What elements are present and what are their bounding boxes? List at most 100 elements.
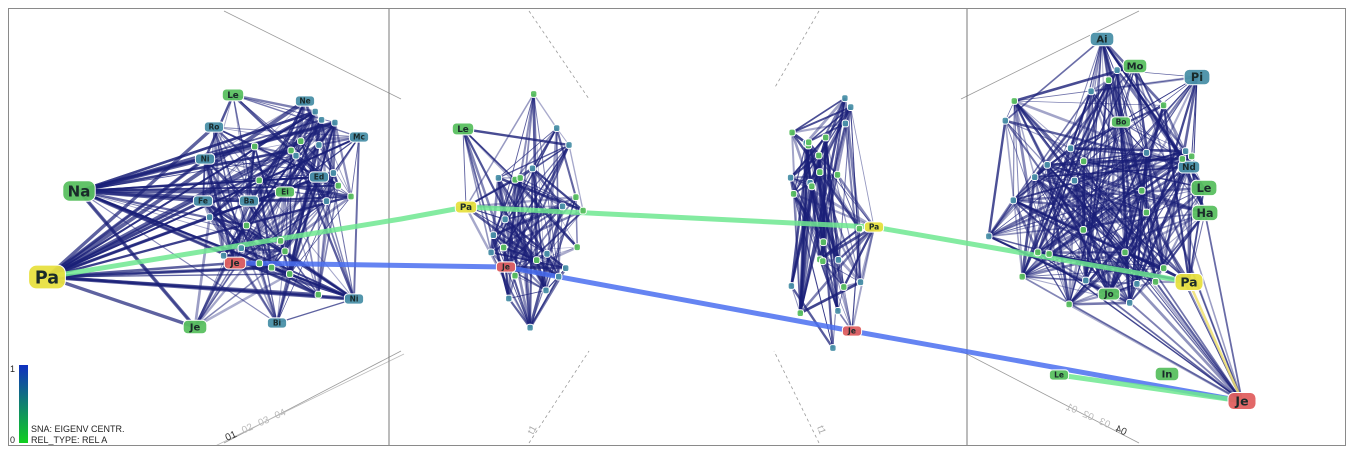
guide-line <box>528 350 590 444</box>
node-label: Pa <box>869 223 879 232</box>
network-edge <box>1163 158 1183 269</box>
network-edge <box>988 147 1072 237</box>
node <box>487 248 495 257</box>
network-edge <box>1067 180 1076 305</box>
node-je: Je <box>182 319 208 335</box>
node <box>819 257 827 265</box>
node-je: Je <box>495 261 517 273</box>
network-edge <box>1069 148 1088 281</box>
node <box>1104 76 1113 85</box>
network-edge <box>1068 212 1147 305</box>
node-label: Je <box>501 263 510 272</box>
network-edge <box>988 151 1148 238</box>
node <box>205 213 214 222</box>
network-edge <box>320 119 328 202</box>
network-edge <box>1134 65 1183 160</box>
network-edge <box>332 136 360 174</box>
network-edge <box>288 122 337 275</box>
node-label: Le <box>457 125 469 135</box>
network-edge <box>78 110 316 193</box>
network-edge <box>1021 251 1126 278</box>
network-edge <box>536 246 578 261</box>
node <box>311 107 319 116</box>
network-edge <box>245 144 320 227</box>
node-label: Nd <box>1182 163 1196 173</box>
node <box>1080 157 1088 166</box>
network-edge <box>45 125 216 279</box>
node <box>1113 66 1121 75</box>
node-label: Bo <box>1116 118 1127 127</box>
network-edge <box>353 136 360 300</box>
network-edge <box>1085 279 1243 402</box>
node-label: Bi <box>273 319 281 328</box>
node <box>1070 176 1079 185</box>
network-edge <box>1004 38 1103 122</box>
network-edge <box>350 136 360 197</box>
network-3d-viewport[interactable]: Pa Na Je Le Ne Ro Ni Je Fe Mc Ni Bi Ed Ba Ei Pa Je Le Pa Je… <box>8 8 1346 446</box>
node <box>805 138 813 147</box>
network-edge <box>1085 70 1118 281</box>
network-edge <box>78 189 319 297</box>
network-edge <box>1073 180 1165 269</box>
network-edge <box>78 175 320 193</box>
node-label: Mc <box>353 133 365 142</box>
network-edge <box>1012 199 1084 231</box>
node <box>789 190 798 198</box>
guide-line <box>960 10 1140 100</box>
node-je: Je <box>1227 392 1257 410</box>
network-edge <box>77 189 197 329</box>
node-label: Ai <box>1096 35 1107 46</box>
network-edge <box>492 233 567 270</box>
node <box>1188 152 1196 161</box>
node-pa: Pa <box>863 221 885 233</box>
network-edge <box>497 177 517 276</box>
node <box>1159 101 1168 110</box>
node <box>505 294 513 303</box>
network-edge <box>46 136 360 278</box>
node <box>329 169 338 177</box>
network-edge <box>325 200 355 300</box>
node <box>1142 148 1151 157</box>
node <box>347 192 355 201</box>
network-edge <box>808 141 839 176</box>
network-edge <box>1034 152 1147 178</box>
axis-label-1: 03 <box>1097 416 1112 431</box>
node <box>816 168 824 177</box>
network-edge <box>1012 100 1040 253</box>
node-label: Ed <box>314 173 325 182</box>
node-label: Ne <box>299 97 310 106</box>
right-axis-labels: 04 03 02 01 <box>1064 401 1128 438</box>
network-edge <box>819 259 861 283</box>
path-je <box>234 260 1243 404</box>
node <box>276 237 285 245</box>
node <box>251 142 259 151</box>
network-edge <box>1129 267 1165 304</box>
network-edge <box>503 179 516 248</box>
node <box>501 215 509 224</box>
network-edge <box>1154 166 1190 283</box>
node <box>1138 186 1146 195</box>
node-label: Fe <box>198 197 208 206</box>
network-edge <box>514 93 535 276</box>
node-le: Le <box>1190 179 1218 197</box>
legend-gradient-bar <box>19 365 28 443</box>
network-edge <box>1037 152 1147 253</box>
node <box>573 243 581 252</box>
axis-label-1: 02 <box>240 422 255 437</box>
network-edge <box>317 185 340 295</box>
network-edge <box>498 127 557 179</box>
network-edge <box>492 234 560 278</box>
node <box>787 282 796 290</box>
node <box>219 251 228 260</box>
left-axis-labels: 01 02 03 04 <box>224 407 288 444</box>
network-edge <box>1136 152 1148 284</box>
node-le: Le <box>1048 369 1070 381</box>
network-edge <box>258 195 352 265</box>
network-edge <box>240 172 335 249</box>
node-pi: Pi <box>1183 68 1211 86</box>
slice3-axis-label: t1 <box>814 424 827 436</box>
network-edge <box>988 69 1118 237</box>
node <box>267 263 276 272</box>
node-le: Le <box>221 88 245 102</box>
network-edge <box>325 172 335 202</box>
